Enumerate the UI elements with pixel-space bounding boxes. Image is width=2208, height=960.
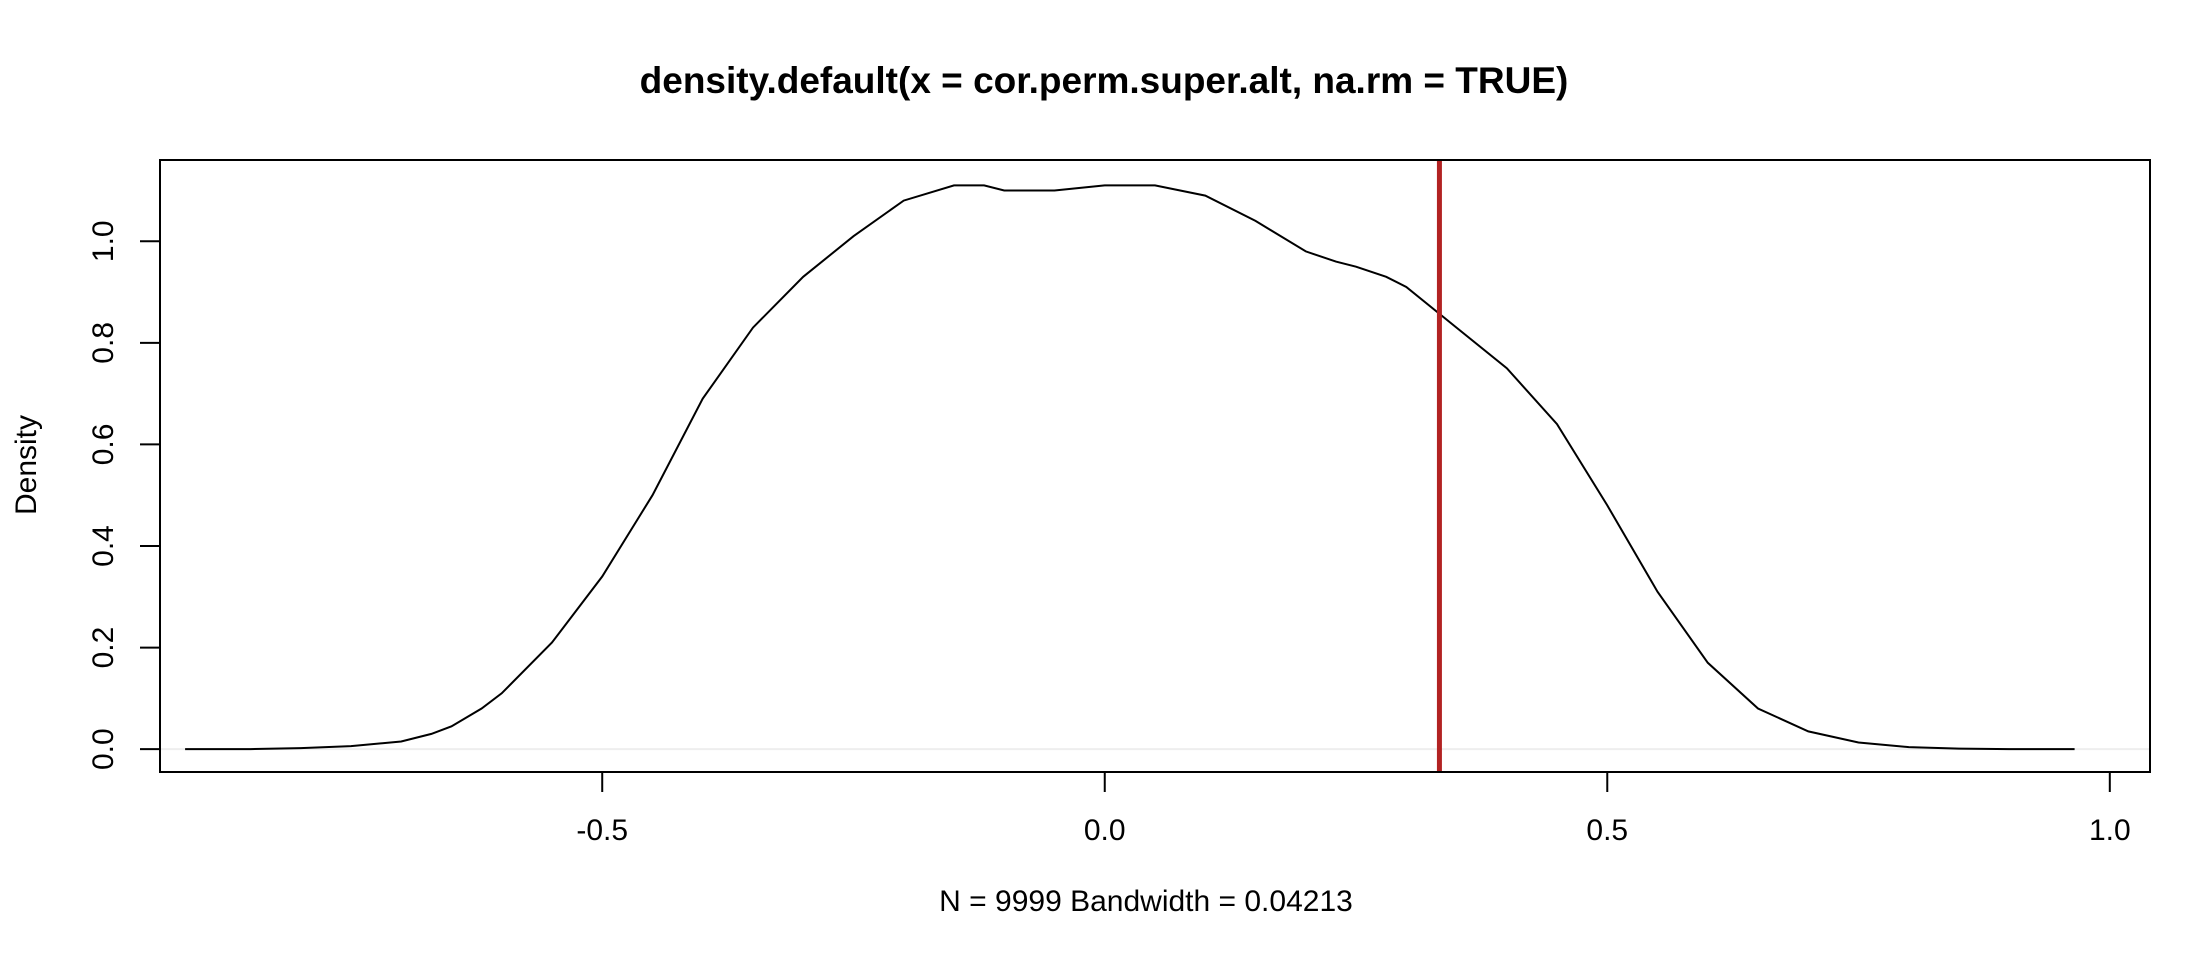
x-axis: -0.5 0.0 0.5 1.0 bbox=[576, 771, 2131, 847]
y-tick-label: 0.8 bbox=[87, 322, 120, 364]
density-line bbox=[185, 184, 2075, 751]
y-axis-label: Density bbox=[10, 415, 43, 515]
y-tick-label: 0.4 bbox=[87, 525, 120, 567]
y-tick-label: 0.0 bbox=[87, 728, 120, 770]
x-tick-label: -0.5 bbox=[576, 814, 628, 847]
chart-title: density.default(x = cor.perm.super.alt, … bbox=[640, 60, 1569, 101]
x-tick-label: 0.0 bbox=[1084, 814, 1126, 847]
y-tick-label: 0.6 bbox=[87, 424, 120, 466]
x-axis-label: N = 9999 Bandwidth = 0.04213 bbox=[939, 885, 1353, 918]
y-axis: 0.0 0.2 0.4 0.6 0.8 1.0 bbox=[87, 220, 161, 770]
y-tick-label: 0.2 bbox=[87, 627, 120, 669]
x-tick-label: 1.0 bbox=[2089, 814, 2131, 847]
y-tick-label: 1.0 bbox=[87, 220, 120, 262]
x-tick-label: 0.5 bbox=[1586, 814, 1628, 847]
plot-frame bbox=[159, 159, 2151, 773]
